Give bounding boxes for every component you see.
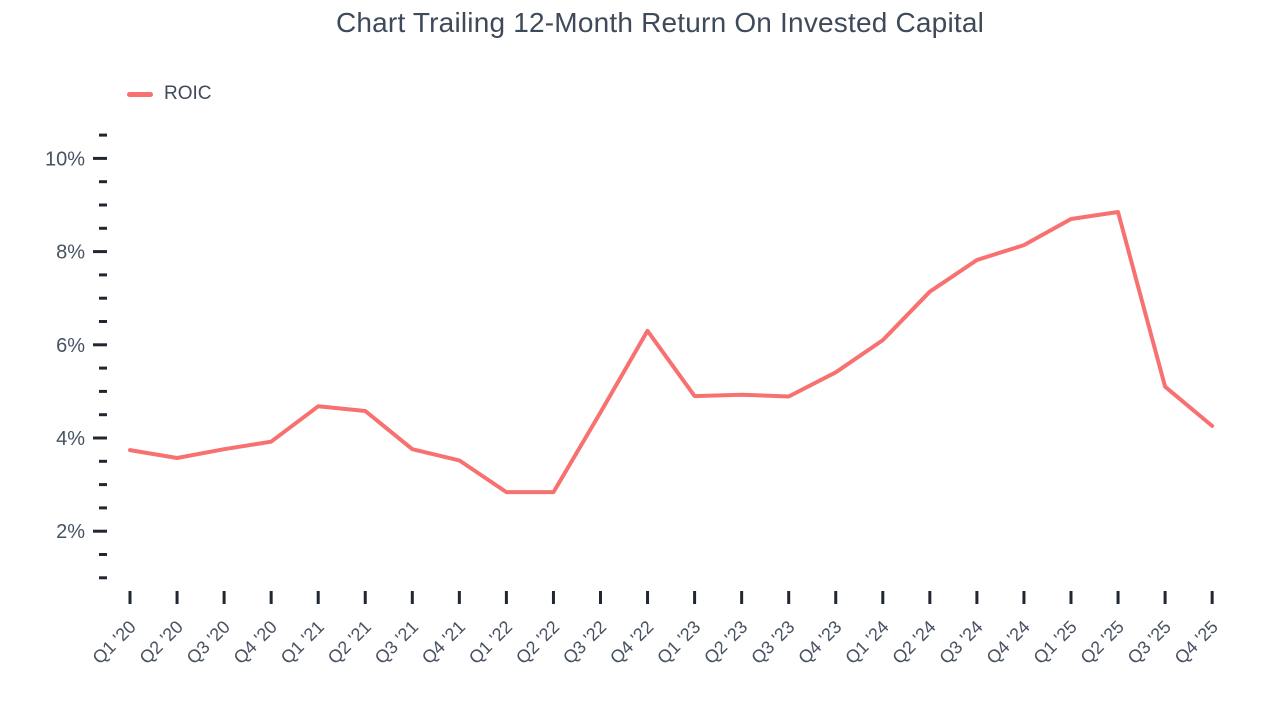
x-tick-label: Q4 '25 xyxy=(1171,617,1222,668)
x-tick-label: Q1 '22 xyxy=(465,617,516,668)
y-tick-label: 10% xyxy=(45,148,85,170)
roic-line-swatch xyxy=(127,91,153,97)
x-tick-label: Q3 '22 xyxy=(559,617,610,668)
legend: ROIC xyxy=(127,83,212,105)
x-tick-label: Q3 '25 xyxy=(1124,617,1175,668)
x-tick-label: Q4 '22 xyxy=(606,617,657,668)
x-tick-label: Q2 '22 xyxy=(512,617,563,668)
legend-item-roic[interactable]: ROIC xyxy=(127,83,212,105)
y-tick-label: 2% xyxy=(56,521,85,543)
x-tick-label: Q2 '24 xyxy=(888,617,939,668)
x-tick-label: Q4 '21 xyxy=(418,617,469,668)
x-tick-label: Q2 '25 xyxy=(1077,617,1128,668)
x-tick-label: Q3 '24 xyxy=(935,617,986,668)
x-tick-label: Q1 '21 xyxy=(277,617,328,668)
legend-label: ROIC xyxy=(164,83,212,104)
x-tick-label: Q4 '23 xyxy=(794,617,845,668)
x-tick-label: Q4 '20 xyxy=(230,617,281,668)
y-tick-label: 8% xyxy=(56,242,85,264)
x-tick-label: Q1 '20 xyxy=(89,617,140,668)
y-tick-label: 6% xyxy=(56,335,85,357)
y-tick-label: 4% xyxy=(56,428,85,450)
roic-series-line xyxy=(128,210,1215,495)
x-tick-label: Q2 '23 xyxy=(700,617,751,668)
x-tick-label: Q3 '23 xyxy=(747,617,798,668)
x-tick-label: Q2 '21 xyxy=(324,617,375,668)
x-tick-label: Q1 '23 xyxy=(653,617,704,668)
chart-title: Chart Trailing 12-Month Return On Invest… xyxy=(335,7,985,38)
x-tick-label: Q1 '25 xyxy=(1030,617,1081,668)
x-tick-label: Q3 '20 xyxy=(183,617,234,668)
x-tick-label: Q3 '21 xyxy=(371,617,422,668)
x-tick-label: Q1 '24 xyxy=(841,617,892,668)
x-tick-label: Q2 '20 xyxy=(136,617,187,668)
x-tick-label: Q4 '24 xyxy=(983,617,1034,668)
